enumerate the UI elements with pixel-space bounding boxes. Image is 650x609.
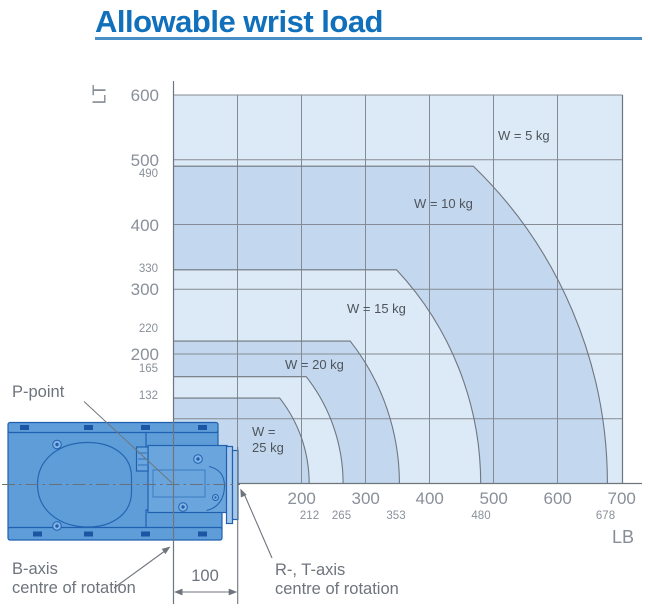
rt-axis-label: R-, T-axis centre of rotation: [275, 561, 399, 598]
robot-top-flange: [7, 421, 219, 434]
chart-gridlines: [173, 94, 623, 484]
x-tick: 400: [415, 489, 444, 508]
x-tick-minor: 265: [331, 510, 352, 522]
robot-bolts: [52, 439, 219, 531]
y-axis-label: LT: [89, 84, 110, 105]
y-tick-minor: 490: [138, 168, 158, 180]
robot-wrist-block: [147, 444, 228, 514]
title-underline: [95, 37, 642, 40]
x-tick: 500: [479, 489, 508, 508]
x-tick-minor: 353: [386, 510, 406, 522]
robot-body: [7, 430, 150, 530]
rt-axis-arrow: [240, 488, 273, 559]
robot-bottom-flange: [7, 526, 223, 541]
y-tick-minor: 132: [138, 390, 158, 402]
x-tick-minor: 212: [299, 510, 320, 522]
dimension-arrow: [174, 588, 238, 596]
robot-flange-slots: [20, 425, 207, 537]
curve-label-w10: W = 10 kg: [414, 196, 473, 211]
x-tick: 700: [607, 489, 636, 508]
x-axis-label: LB: [612, 527, 635, 547]
y-tick: 200: [130, 345, 159, 364]
curve-label-w25: W = 25 kg: [252, 424, 284, 455]
x-tick: 200: [287, 489, 316, 508]
page-title: Allowable wrist load: [95, 4, 384, 39]
robot-wrist-drawing: [7, 421, 239, 541]
b-axis-arrow: [113, 546, 171, 589]
p-point-leader: [83, 401, 173, 484]
curve-label-w20: W = 20 kg: [285, 357, 344, 372]
annotation-lines: [2, 81, 273, 604]
dimension-100-label: 100: [191, 567, 219, 585]
b-axis-label: B-axis centre of rotation: [12, 560, 136, 597]
curve-label-w5: W = 5 kg: [498, 128, 550, 143]
y-tick: 500: [130, 151, 159, 170]
p-point-label: P-point: [12, 383, 65, 401]
x-tick: 600: [543, 489, 572, 508]
y-tick-minor: 165: [138, 363, 158, 375]
y-tick: 300: [130, 280, 159, 299]
x-tick: 300: [351, 489, 380, 508]
curve-label-w15: W = 15 kg: [347, 301, 406, 316]
x-tick-minor: 480: [471, 510, 491, 522]
y-tick: 400: [130, 216, 159, 235]
y-tick: 600: [130, 86, 159, 105]
y-tick-minor: 330: [138, 263, 158, 275]
load-limit-curves: [173, 165, 608, 484]
y-tick-minor: 220: [138, 323, 158, 335]
chart-frame: [173, 95, 642, 485]
x-tick-minor: 678: [595, 510, 616, 522]
